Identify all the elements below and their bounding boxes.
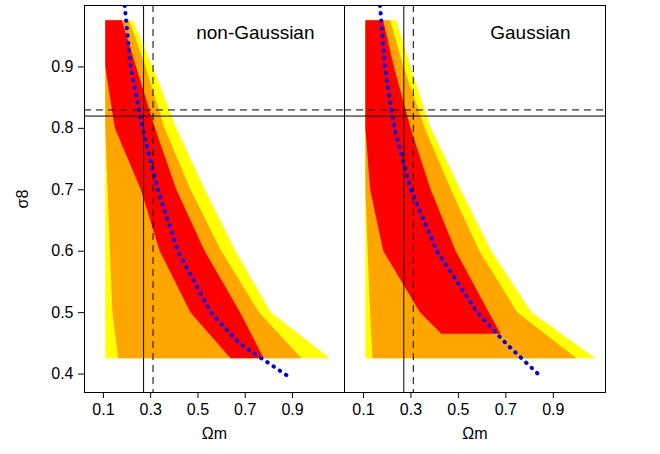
svg-text:0.5: 0.5: [51, 304, 73, 321]
svg-text:0.3: 0.3: [400, 401, 422, 418]
svg-text:0.1: 0.1: [352, 401, 374, 418]
svg-text:Gaussian: Gaussian: [490, 22, 570, 43]
svg-text:0.9: 0.9: [281, 401, 303, 418]
svg-text:0.4: 0.4: [51, 365, 73, 382]
svg-text:0.9: 0.9: [542, 401, 564, 418]
svg-text:0.5: 0.5: [187, 401, 209, 418]
svg-text:non-Gaussian: non-Gaussian: [196, 22, 314, 43]
svg-text:0.9: 0.9: [51, 58, 73, 75]
svg-text:0.7: 0.7: [51, 181, 73, 198]
svg-text:0.6: 0.6: [51, 242, 73, 259]
svg-text:0.5: 0.5: [447, 401, 469, 418]
svg-text:σ8: σ8: [14, 190, 31, 209]
svg-text:0.8: 0.8: [51, 119, 73, 136]
svg-text:0.7: 0.7: [234, 401, 256, 418]
svg-text:0.3: 0.3: [140, 401, 162, 418]
svg-text:0.7: 0.7: [495, 401, 517, 418]
svg-text:Ωm: Ωm: [202, 425, 227, 442]
svg-text:Ωm: Ωm: [462, 425, 487, 442]
svg-text:0.1: 0.1: [92, 401, 114, 418]
